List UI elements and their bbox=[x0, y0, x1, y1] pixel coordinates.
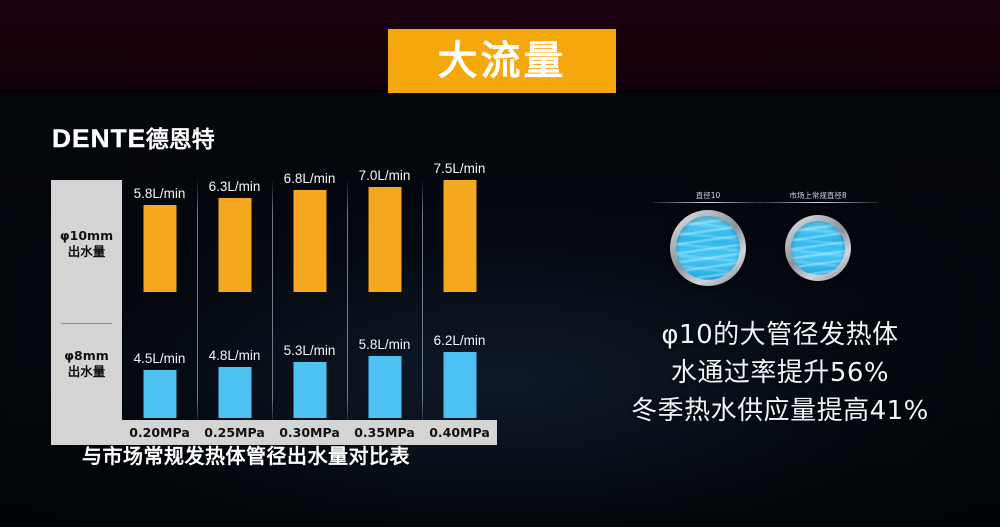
bar-phi8 bbox=[293, 361, 326, 418]
chart-column: 5.8L/min 4.5L/min bbox=[122, 140, 197, 420]
row-label-phi10-line2: 出水量 bbox=[67, 244, 106, 259]
x-axis-tick: 0.30MPa bbox=[279, 425, 340, 440]
chart-column-separator bbox=[347, 180, 348, 420]
benefit-line-2: 水通过率提升56% bbox=[670, 358, 890, 388]
row-label-phi10: φ10mm 出水量 bbox=[51, 228, 122, 260]
chart-row-label-column: φ10mm 出水量 φ8mm 出水量 bbox=[51, 180, 122, 420]
bar-phi8 bbox=[143, 370, 176, 418]
bar-chart: φ10mm 出水量 φ8mm 出水量 5.8L/min 4.5L/min 6.3L/… bbox=[51, 140, 497, 445]
diameter-circle-caption: 市场上常规直径8 bbox=[789, 191, 847, 200]
chart-caption: 与市场常规发热体管径出水量对比表 bbox=[82, 444, 410, 468]
water-flow-fill bbox=[676, 216, 740, 280]
row-label-phi8: φ8mm 出水量 bbox=[51, 348, 122, 380]
bar-label-phi8: 5.8L/min bbox=[358, 337, 411, 353]
bar-phi10 bbox=[368, 187, 401, 292]
chart-column: 6.3L/min 4.8L/min bbox=[197, 140, 272, 420]
chart-column-separator bbox=[422, 180, 423, 420]
chart-column-separator bbox=[272, 180, 273, 420]
chart-column: 7.5L/min 6.2L/min bbox=[422, 140, 497, 420]
brand-logo: DENTE 德恩特 bbox=[52, 120, 215, 154]
bar-phi8 bbox=[368, 356, 401, 418]
bar-label-phi8: 6.2L/min bbox=[433, 333, 486, 348]
brand-logo-mark: DENTE bbox=[52, 125, 147, 153]
benefit-statement: φ10的大管径发热体 水通过率提升56% 冬季热水供应量提高41% bbox=[600, 316, 960, 430]
diameter-circle bbox=[670, 210, 746, 286]
x-axis-tick: 0.25MPa bbox=[204, 425, 265, 440]
benefit-line-3: 冬季热水供应量提高41% bbox=[631, 396, 929, 426]
bar-label-phi10: 6.8L/min bbox=[283, 171, 336, 187]
benefit-line-1: φ10的大管径发热体 bbox=[661, 320, 899, 350]
x-axis-tick: 0.20MPa bbox=[129, 425, 190, 440]
bar-label-phi10: 7.5L/min bbox=[433, 161, 486, 176]
brand-logo-cn: 德恩特 bbox=[145, 127, 215, 153]
diameter-circle-caption: 直径10 bbox=[695, 191, 721, 200]
diameter-measure-line bbox=[653, 202, 763, 203]
bar-label-phi10: 6.3L/min bbox=[208, 178, 261, 194]
bar-phi8 bbox=[218, 366, 251, 418]
diameter-circle bbox=[785, 215, 851, 281]
bar-label-phi10: 5.8L/min bbox=[133, 186, 186, 202]
bar-label-phi10: 7.0L/min bbox=[358, 168, 411, 184]
row-label-phi8-line2: 出水量 bbox=[67, 364, 106, 379]
diameter-measure-line bbox=[758, 202, 878, 203]
bar-phi10 bbox=[143, 205, 176, 292]
row-label-divider bbox=[61, 323, 112, 324]
chart-plot-area: 5.8L/min 4.5L/min 6.3L/min 4.8L/min 6.8L/min… bbox=[122, 140, 497, 420]
bar-label-phi8: 4.5L/min bbox=[133, 351, 186, 367]
banner-title: 大流量 bbox=[437, 38, 567, 84]
chart-column: 7.0L/min 5.8L/min bbox=[347, 140, 422, 420]
bar-phi10 bbox=[293, 190, 326, 292]
diameter-comparison-diagram: 直径10 市场上常规直径8 bbox=[640, 190, 920, 290]
water-flow-fill bbox=[791, 221, 845, 275]
background-bottom bbox=[0, 92, 1000, 527]
bar-phi10 bbox=[443, 180, 476, 292]
bar-label-phi8: 4.8L/min bbox=[208, 347, 261, 363]
x-axis-tick: 0.35MPa bbox=[354, 425, 415, 440]
bar-phi10 bbox=[218, 197, 251, 292]
bar-label-phi8: 5.3L/min bbox=[283, 342, 336, 358]
row-label-phi10-line1: φ10mm bbox=[59, 228, 114, 243]
x-axis-tick: 0.40MPa bbox=[429, 425, 490, 440]
chart-x-axis: 0.20MPa 0.25MPa 0.30MPa 0.35MPa 0.40MPa bbox=[51, 420, 497, 445]
chart-column: 6.8L/min 5.3L/min bbox=[272, 140, 347, 420]
row-label-phi8-line1: φ8mm bbox=[64, 348, 109, 363]
title-banner: 大流量 bbox=[388, 29, 616, 93]
chart-column-separator bbox=[197, 180, 198, 420]
bar-phi8 bbox=[443, 352, 476, 418]
